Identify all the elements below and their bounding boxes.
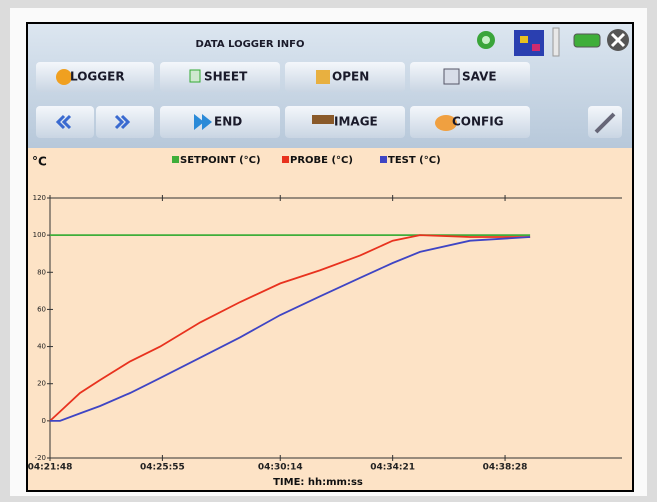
legend-swatch — [380, 156, 387, 163]
chart-area — [28, 148, 632, 490]
close-x — [610, 32, 626, 48]
x-tick-label: 04:21:48 — [28, 463, 73, 473]
button-end[interactable] — [160, 106, 280, 138]
y-tick-label: 80 — [37, 268, 46, 276]
y-tick-label: 40 — [37, 343, 46, 351]
status-grid-cell — [520, 36, 528, 43]
button-next[interactable] — [96, 106, 154, 138]
battery — [573, 33, 601, 48]
button-label: END — [214, 115, 242, 129]
x-tick-label: 04:30:14 — [258, 463, 303, 473]
x-tick-label: 04:38:28 — [483, 463, 528, 473]
button-label: LOGGER — [70, 70, 125, 84]
icon — [56, 69, 72, 85]
icon — [435, 115, 457, 131]
icon — [189, 69, 201, 83]
x-axis-label: TIME: hh:mm:ss — [273, 477, 363, 488]
icon — [443, 68, 460, 85]
legend-label: PROBE (°C) — [290, 155, 353, 166]
button-label: SAVE — [462, 70, 497, 84]
status-grid — [514, 30, 544, 56]
series-line — [49, 234, 531, 422]
button-label: OPEN — [332, 70, 369, 84]
y-tick-label: -20 — [35, 454, 46, 462]
y-tick-label: 100 — [33, 231, 46, 239]
legend-swatch — [172, 156, 179, 163]
icon — [194, 114, 212, 130]
series-line — [50, 236, 531, 422]
x-tick-label: 04:34:21 — [370, 463, 415, 473]
legend-label: SETPOINT (°C) — [180, 155, 261, 166]
icon — [114, 114, 131, 130]
icon — [594, 112, 616, 134]
y-unit: °C — [32, 155, 47, 169]
x-tick-label: 04:25:55 — [140, 463, 185, 473]
y-tick-label: 0 — [42, 417, 46, 425]
legend-label: TEST (°C) — [388, 155, 441, 166]
sync-icon-inner — [482, 36, 490, 44]
y-tick-label: 20 — [37, 380, 46, 388]
status-grid-cell — [532, 44, 540, 51]
y-tick-label: 120 — [33, 194, 46, 202]
button-label: IMAGE — [334, 115, 378, 129]
icon — [55, 114, 72, 130]
button-row-1: LOGGER SHEET OPEN SAVE — [36, 62, 530, 92]
icon — [316, 70, 330, 84]
legend-swatch — [282, 156, 289, 163]
button-label: SHEET — [204, 70, 248, 84]
button-save[interactable] — [410, 62, 530, 92]
y-tick-label: 60 — [37, 305, 46, 313]
level-icon — [552, 27, 560, 57]
button-open[interactable] — [285, 62, 405, 92]
button-row-2: END IMAGE CONFIG — [36, 106, 622, 138]
button-label: CONFIG — [452, 115, 504, 129]
title: DATA LOGGER INFO — [196, 39, 305, 50]
button-config[interactable] — [410, 106, 530, 138]
icon — [312, 115, 334, 124]
button-image[interactable] — [285, 106, 405, 138]
